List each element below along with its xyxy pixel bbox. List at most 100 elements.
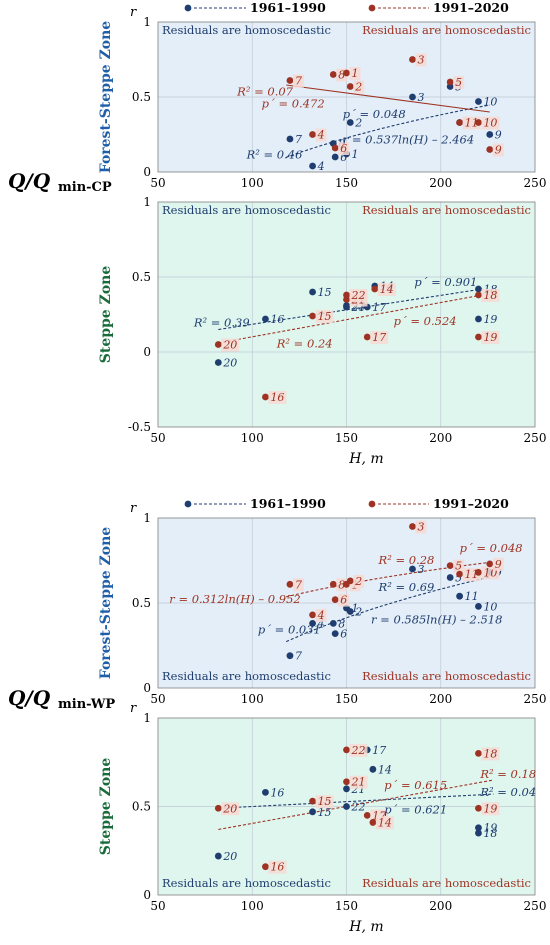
legend: 1961–1990 1991–2020 — [184, 496, 509, 511]
data-point — [475, 315, 482, 323]
x-tick-label: 50 — [150, 899, 165, 913]
data-point — [475, 829, 482, 837]
data-point — [343, 778, 350, 786]
data-label-bg — [349, 67, 361, 80]
zone-label: Steppe Zone — [98, 266, 114, 364]
plot-frame — [157, 517, 536, 689]
data-point-label: 4 — [317, 129, 325, 142]
x-tick-label: 100 — [241, 431, 264, 445]
data-point — [369, 765, 377, 773]
x-tick-label: 250 — [524, 176, 547, 190]
data-label-bg — [453, 76, 465, 89]
x-tick-label: 100 — [241, 899, 264, 913]
residual-note: Residuals are homoscedastic — [362, 203, 531, 217]
y-tick-label: 1 — [143, 711, 151, 725]
data-label-bg — [375, 816, 394, 830]
data-point-label: 4 — [317, 617, 325, 630]
data-label-bg — [349, 775, 368, 789]
data-label-bg — [481, 802, 500, 816]
y-tick-label: 0.5 — [132, 800, 151, 814]
data-label-bg — [492, 143, 504, 157]
data-label-bg — [268, 391, 287, 404]
data-point — [309, 162, 316, 170]
legend: 1961–1990 1991–2020 — [184, 0, 509, 15]
data-point-label: 18 — [483, 289, 497, 302]
data-point — [475, 98, 482, 105]
data-point-label: 5 — [455, 572, 462, 585]
data-point-label: 14 — [378, 763, 392, 776]
data-point — [409, 565, 416, 573]
data-point — [346, 119, 354, 126]
data-point — [262, 393, 269, 401]
data-label-bg — [481, 116, 500, 130]
data-label-bg — [492, 557, 504, 571]
data-label-bg — [353, 80, 365, 94]
data-point — [456, 119, 463, 126]
data-point — [262, 788, 269, 796]
y-tick-label: 0.5 — [132, 270, 151, 284]
data-point-label: 11 — [465, 117, 479, 130]
data-point — [475, 333, 482, 341]
group-label-main: Q/Q — [8, 169, 51, 193]
data-label-bg — [462, 116, 481, 130]
annotation: p´ = 0.901 — [414, 275, 477, 289]
data-point — [309, 620, 316, 627]
data-point — [286, 77, 294, 84]
data-point-label: 19 — [483, 313, 497, 326]
data-point-label: 7 — [295, 578, 302, 591]
data-label-bg — [268, 860, 287, 874]
data-point — [286, 580, 294, 588]
data-point — [343, 746, 350, 754]
x-tick-label: 150 — [335, 431, 358, 445]
annotation: R² = 0.24 — [276, 337, 333, 351]
data-label-bg — [377, 283, 396, 296]
data-point — [456, 570, 463, 578]
data-point-label: 4 — [317, 609, 325, 622]
y-tick-label: 0 — [143, 345, 151, 359]
y-tick-label: 1 — [143, 15, 151, 29]
data-point — [309, 808, 316, 816]
data-point-label: 15 — [318, 310, 332, 323]
data-point — [409, 56, 416, 63]
data-point — [331, 144, 339, 152]
data-point-label: 17 — [372, 301, 386, 314]
data-point-label: 4 — [317, 160, 325, 173]
data-point — [309, 797, 316, 805]
legend-entry: 1991–2020 — [433, 0, 509, 15]
data-point — [309, 288, 316, 296]
x-axis-label: H, m — [348, 919, 383, 935]
data-label-bg — [221, 802, 240, 816]
data-point — [343, 69, 350, 77]
x-tick-label: 100 — [241, 692, 264, 706]
group-label-sub: min-CP — [58, 180, 112, 195]
data-label-bg — [336, 68, 348, 82]
data-label-bg — [338, 593, 350, 607]
data-point — [329, 620, 337, 627]
data-point — [475, 119, 482, 126]
data-point — [475, 285, 482, 293]
legend-entry: 1991–2020 — [433, 496, 509, 511]
residual-note: Residuals are homoscedastic — [162, 669, 331, 683]
plot-frame — [157, 21, 536, 173]
data-point — [262, 863, 269, 871]
data-point-label: 9 — [495, 144, 502, 157]
legend-marker — [368, 500, 376, 508]
data-point — [343, 291, 350, 299]
chart-panel-2: 50 100 150 200 250 -0.5 0 0.5 1 H, m Steppe Zone Re… — [98, 195, 546, 467]
x-tick-label: 250 — [524, 692, 547, 706]
data-point — [363, 811, 371, 819]
data-label-bg — [481, 331, 500, 344]
data-point — [346, 577, 354, 585]
y-axis-label: r — [130, 5, 137, 20]
x-tick-label: 150 — [335, 692, 358, 706]
data-point-label: 21 — [351, 776, 366, 789]
legend-marker — [184, 4, 192, 12]
legend-entry: 1961–1990 — [250, 496, 326, 511]
annotation: p´ = 0.472 — [262, 97, 325, 111]
x-tick-label: 50 — [150, 431, 165, 445]
data-label-bg — [292, 578, 304, 592]
group-label-sub: min-WP — [58, 697, 115, 712]
data-point — [214, 804, 222, 812]
data-point — [309, 611, 316, 619]
plot-frame — [157, 201, 536, 428]
